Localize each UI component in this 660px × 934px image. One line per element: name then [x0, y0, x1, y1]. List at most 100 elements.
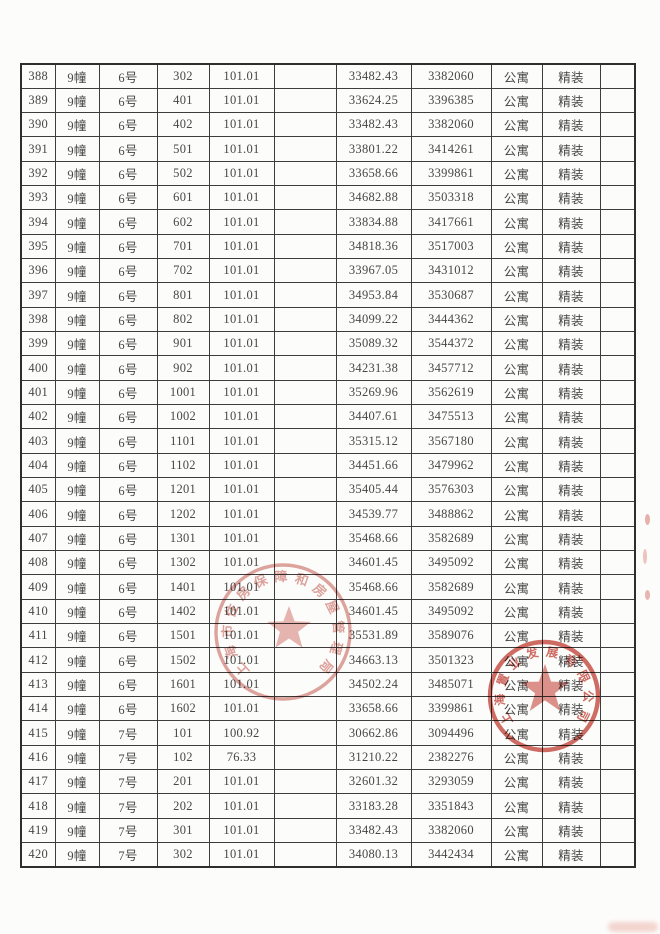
table-cell: 901: [156, 331, 210, 357]
table-cell: 6号: [98, 477, 158, 503]
table-cell: 3495092: [410, 598, 492, 625]
table-cell: [273, 282, 337, 308]
table-cell: 76.33: [208, 744, 275, 771]
table-cell: 702: [156, 258, 210, 284]
table-cell: 公寓: [490, 671, 543, 698]
table-cell: [599, 574, 636, 600]
table-cell: 101.01: [208, 331, 275, 357]
table-cell: [273, 647, 337, 673]
table-cell: 34663.13: [335, 647, 412, 673]
table-cell: [599, 355, 636, 381]
table-cell: 公寓: [490, 817, 543, 844]
table-cell: 公寓: [490, 63, 543, 89]
table-cell: 31210.22: [335, 744, 412, 771]
table-cell: [273, 550, 337, 576]
table-row: 399 9幢 6号 901 101.01 35089.32 3544372 公寓 精装: [20, 331, 636, 357]
table-cell: 6号: [98, 306, 158, 333]
table-cell: 公寓: [490, 550, 543, 576]
table-cell: 3417661: [410, 209, 492, 235]
table-cell: 6号: [98, 209, 158, 235]
table-cell: 公寓: [490, 452, 543, 479]
table-cell: 3544372: [410, 331, 492, 357]
table-cell: 396: [20, 258, 56, 284]
table-cell: 6号: [98, 647, 158, 673]
table-cell: 3444362: [410, 306, 492, 333]
table-cell: 精装: [541, 63, 601, 89]
table-cell: 9幢: [54, 355, 100, 381]
table-cell: 精装: [541, 623, 601, 649]
table-cell: 101.01: [208, 550, 275, 576]
table-cell: [599, 477, 636, 503]
table-cell: 3567180: [410, 428, 492, 454]
table-cell: 公寓: [490, 258, 543, 284]
table-cell: 公寓: [490, 87, 543, 114]
table-cell: [599, 331, 636, 357]
table-cell: 101.01: [208, 428, 275, 454]
table-cell: 3399861: [410, 696, 492, 722]
table-cell: 101.01: [208, 671, 275, 698]
table-cell: 3589076: [410, 623, 492, 649]
table-cell: 7号: [98, 841, 158, 868]
table-cell: 6号: [98, 696, 158, 722]
table-cell: [599, 671, 636, 698]
table-cell: 1202: [156, 501, 210, 527]
ink-mark: [643, 549, 647, 564]
table-cell: 公寓: [490, 428, 543, 454]
table-cell: [273, 696, 337, 722]
table-cell: 411: [20, 623, 56, 649]
table-row: 408 9幢 6号 1302 101.01 34601.45 3495092 公寓 精装: [20, 550, 636, 576]
table-cell: [273, 428, 337, 454]
table-cell: 400: [20, 355, 56, 381]
table-cell: 415: [20, 720, 56, 746]
table-row: 419 9幢 7号 301 101.01 33482.43 3382060 公寓 精装: [20, 817, 636, 844]
table-cell: 101.01: [208, 87, 275, 114]
table-cell: 34953.84: [335, 282, 412, 308]
table-cell: 416: [20, 744, 56, 771]
table-cell: 公寓: [490, 233, 543, 260]
table-row: 413 9幢 6号 1601 101.01 34502.24 3485071 公寓 精装: [20, 671, 636, 698]
table-cell: 6号: [98, 671, 158, 698]
table-cell: 9幢: [54, 136, 100, 162]
table-cell: 389: [20, 87, 56, 114]
table-cell: [599, 404, 636, 430]
table-cell: 402: [20, 404, 56, 430]
table-cell: 388: [20, 63, 56, 89]
table-cell: 402: [156, 112, 210, 138]
table-cell: 401: [20, 379, 56, 406]
table-cell: 9幢: [54, 623, 100, 649]
ink-mark: [645, 590, 650, 600]
table-cell: 3582689: [410, 525, 492, 552]
table-cell: 398: [20, 306, 56, 333]
table-cell: 精装: [541, 258, 601, 284]
table-cell: 397: [20, 282, 56, 308]
table-cell: 9幢: [54, 331, 100, 357]
table-cell: 801: [156, 282, 210, 308]
table-row: 415 9幢 7号 101 100.92 30662.86 3094496 公寓 精装: [20, 720, 636, 746]
table-cell: 9幢: [54, 160, 100, 187]
table-cell: 6号: [98, 160, 158, 187]
price-table-body: 388 9幢 6号 302 101.01 33482.43 3382060 公寓 精装 389 9幢…: [20, 63, 636, 868]
table-cell: 9幢: [54, 306, 100, 333]
table-cell: 精装: [541, 282, 601, 308]
table-cell: [599, 623, 636, 649]
table-cell: 301: [156, 817, 210, 844]
table-row: 393 9幢 6号 601 101.01 34682.88 3503318 公寓 精装: [20, 185, 636, 211]
table-cell: 6号: [98, 258, 158, 284]
table-cell: 34451.66: [335, 452, 412, 479]
table-cell: 101.01: [208, 477, 275, 503]
table-cell: 公寓: [490, 355, 543, 381]
table-cell: 602: [156, 209, 210, 235]
table-cell: [599, 647, 636, 673]
table-cell: 1401: [156, 574, 210, 600]
table-cell: [599, 769, 636, 795]
table-cell: [599, 841, 636, 868]
table-cell: [599, 112, 636, 138]
table-cell: [599, 282, 636, 308]
table-cell: 公寓: [490, 793, 543, 819]
table-cell: [599, 550, 636, 576]
table-cell: [273, 185, 337, 211]
table-cell: 32601.32: [335, 769, 412, 795]
table-cell: 419: [20, 817, 56, 844]
table-cell: [599, 501, 636, 527]
